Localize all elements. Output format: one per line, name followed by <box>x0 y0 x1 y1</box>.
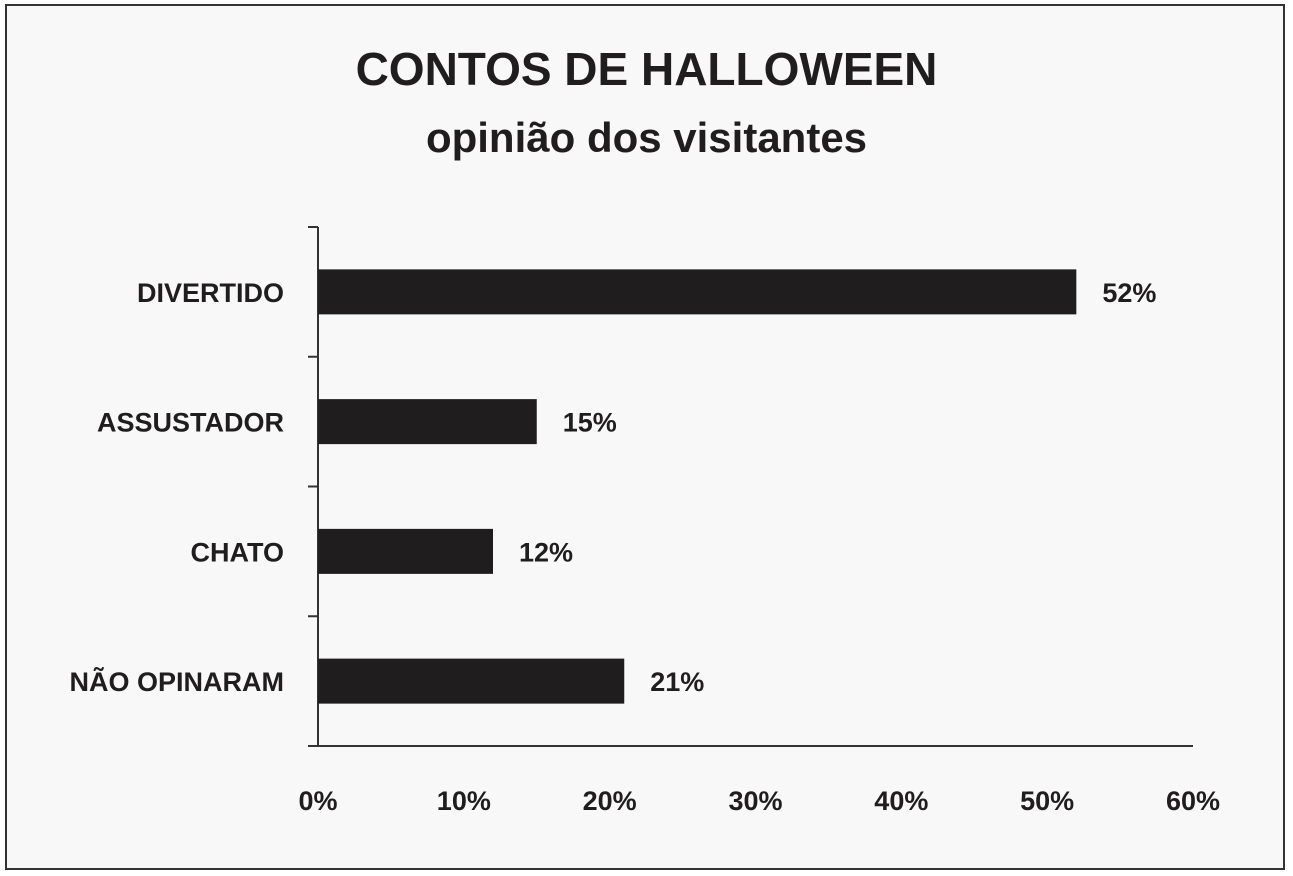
data-label: 52% <box>1102 278 1156 308</box>
x-tick-label: 30% <box>728 786 782 816</box>
x-tick-label: 10% <box>437 786 491 816</box>
chart-frame <box>5 4 1285 870</box>
category-label: ASSUSTADOR <box>97 408 284 438</box>
category-label: CHATO <box>191 537 285 567</box>
bar <box>318 399 537 445</box>
x-tick-label: 40% <box>874 786 928 816</box>
data-label: 21% <box>650 667 704 697</box>
x-tick-label: 20% <box>583 786 637 816</box>
data-label: 12% <box>519 537 573 567</box>
category-label: NÃO OPINARAM <box>70 666 285 697</box>
data-label: 15% <box>563 408 617 438</box>
bar <box>318 528 493 574</box>
category-label: DIVERTIDO <box>137 278 284 308</box>
bar <box>318 658 625 704</box>
x-tick-label: 60% <box>1166 786 1220 816</box>
bars <box>318 269 1077 704</box>
x-tick-label: 0% <box>298 786 337 816</box>
x-tick-label: 50% <box>1020 786 1074 816</box>
bar <box>318 269 1077 315</box>
chart-title: CONTOS DE HALLOWEEN <box>355 43 938 95</box>
chart-subtitle: opinião dos visitantes <box>425 114 868 161</box>
labels: DIVERTIDO 52% ASSUSTADOR 15% CHATO 12% NÃO OPI… <box>70 278 1221 816</box>
